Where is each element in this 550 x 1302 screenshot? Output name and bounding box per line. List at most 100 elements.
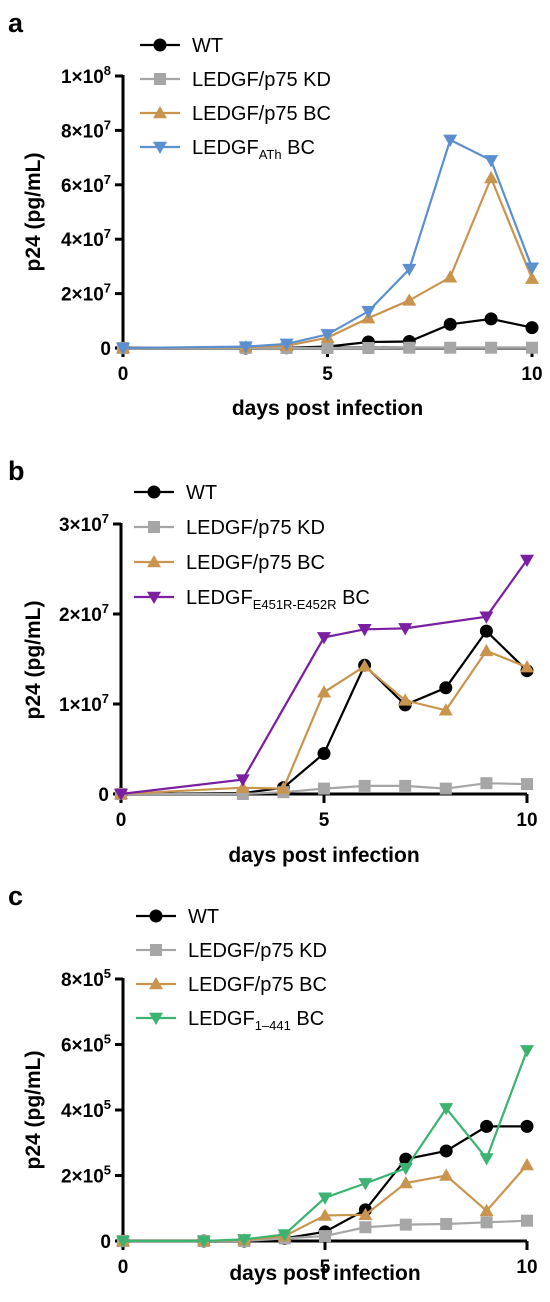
- data-point: [479, 1203, 494, 1217]
- legend-item: LEDGF/p75 KD: [136, 940, 327, 962]
- y-axis-title: p24 (pg/mL): [22, 601, 45, 720]
- legend-item: LEDGFE451R-E452R BC: [134, 587, 370, 612]
- legend-item: LEDGF/p75 KD: [134, 517, 325, 539]
- data-point: [439, 681, 453, 695]
- data-point: [521, 778, 533, 791]
- data-point: [520, 1045, 534, 1058]
- data-point: [520, 554, 534, 567]
- data-point: [520, 1158, 534, 1171]
- series-line: [122, 138, 534, 350]
- series-line: [120, 649, 528, 796]
- legend-label: WT: [192, 35, 223, 57]
- y-tick-label: 6×105: [61, 1032, 111, 1057]
- legend-label: LEDGF/p75 BC: [192, 103, 331, 125]
- y-tick-label: 1×107: [59, 691, 109, 716]
- legend-label: LEDGF/p75 BC: [186, 552, 325, 574]
- legend-item: WT: [140, 35, 223, 57]
- data-point: [485, 341, 498, 354]
- data-point: [318, 1208, 332, 1221]
- legend-label: LEDGF/p75 KD: [192, 69, 331, 91]
- legend: WT LEDGF/p75 KD LEDGF/p75 BC LEDGFE451R-E45…: [134, 482, 370, 612]
- legend: WT LEDGF/p75 KD LEDGF/p75 BC LEDGF1–441 BC: [136, 906, 327, 1033]
- legend-marker: [149, 909, 163, 923]
- legend: WT LEDGF/p75 KD LEDGF/p75 BC LEDGFATh BC: [140, 35, 331, 162]
- legend-item: LEDGFATh BC: [140, 137, 315, 162]
- x-tick-label: 10: [516, 1257, 537, 1278]
- data-point: [196, 1235, 211, 1248]
- legend-label: LEDGF/p75 BC: [188, 974, 327, 996]
- x-axis-title: days post infection: [229, 1262, 420, 1285]
- data-point: [525, 262, 539, 275]
- data-point: [521, 1214, 533, 1227]
- y-tick-label: 6×107: [61, 172, 111, 197]
- data-point: [520, 1119, 534, 1133]
- legend-marker: [147, 555, 161, 568]
- series-3: [116, 1045, 534, 1248]
- y-tick-label: 2×107: [61, 281, 111, 306]
- data-point: [114, 788, 128, 801]
- x-tick-label: 5: [320, 1257, 331, 1278]
- legend-item: LEDGF/p75 BC: [136, 974, 327, 996]
- legend-marker: [148, 521, 160, 533]
- data-point: [116, 1235, 130, 1248]
- x-tick-label: 10: [521, 364, 542, 385]
- panel-a: a 0 2×107 4×107 6×107 8×107 1×108 0 5 10 days post…: [8, 8, 543, 420]
- data-point: [402, 293, 417, 306]
- data-point: [439, 1168, 454, 1181]
- x-tick-label: 0: [118, 364, 129, 385]
- data-point: [357, 624, 372, 637]
- y-tick-label: 1×108: [61, 63, 111, 88]
- data-point: [359, 1221, 372, 1234]
- series-line: [123, 1050, 529, 1243]
- data-point: [319, 1230, 331, 1243]
- data-point: [440, 1217, 453, 1230]
- data-point: [235, 774, 250, 787]
- legend-marker: [150, 944, 162, 956]
- data-point: [525, 271, 539, 284]
- data-point: [358, 1178, 373, 1191]
- legend-marker: [149, 977, 163, 990]
- data-point: [238, 341, 253, 354]
- data-point: [318, 782, 330, 795]
- data-point: [399, 779, 412, 792]
- y-tick-label: 0: [98, 785, 109, 806]
- x-tick-label: 0: [116, 810, 127, 831]
- legend-marker: [153, 141, 167, 154]
- y-tick-label: 2×105: [61, 1163, 111, 1188]
- legend-label: LEDGFATh BC: [192, 137, 315, 162]
- data-point: [525, 321, 539, 335]
- y-axis-title: p24 (pg/mL): [22, 1051, 45, 1170]
- data-point: [398, 1163, 413, 1176]
- x-tick-label: 0: [118, 1257, 129, 1278]
- data-point: [443, 270, 458, 283]
- legend-item: LEDGF/p75 BC: [140, 103, 331, 125]
- legend-label: LEDGF/p75 KD: [188, 940, 327, 962]
- legend-marker: [147, 485, 161, 499]
- legend-label: WT: [186, 482, 217, 504]
- series-3: [114, 554, 534, 801]
- data-point: [361, 306, 376, 319]
- data-point: [479, 611, 494, 624]
- data-point: [318, 1192, 332, 1205]
- data-point: [484, 155, 499, 168]
- legend-marker: [147, 591, 161, 604]
- panel-letter: c: [8, 881, 23, 911]
- data-point: [398, 1176, 413, 1189]
- legend-label: WT: [188, 906, 219, 928]
- data-point: [480, 1119, 494, 1133]
- data-point: [480, 1216, 493, 1229]
- series-2: [114, 643, 534, 800]
- data-point: [276, 781, 291, 794]
- data-point: [317, 632, 331, 645]
- data-point: [479, 624, 493, 638]
- series-3: [116, 134, 539, 355]
- data-point: [443, 134, 458, 147]
- series-line: [120, 629, 528, 796]
- y-tick-label: 0: [100, 339, 111, 360]
- legend-marker: [149, 1012, 163, 1025]
- series-0: [114, 624, 534, 801]
- data-point: [439, 782, 452, 795]
- x-axis-title: days post infection: [228, 844, 419, 867]
- data-point: [320, 329, 335, 342]
